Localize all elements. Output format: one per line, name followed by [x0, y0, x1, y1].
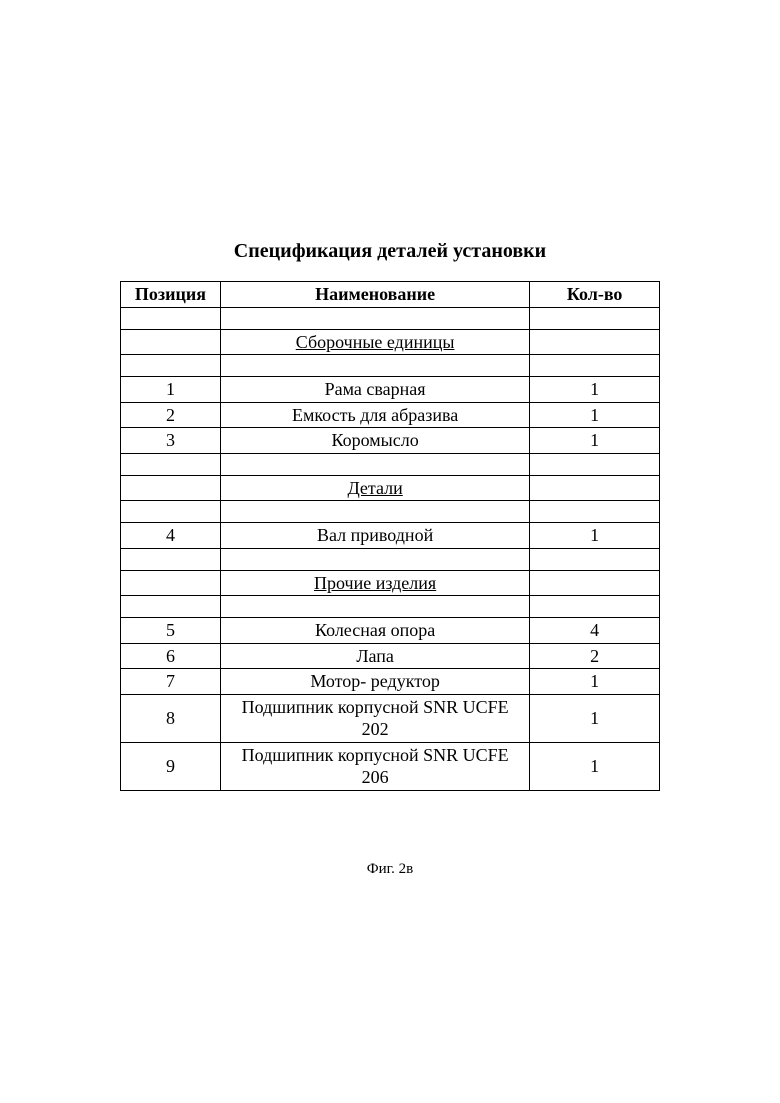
- table-row: [121, 307, 660, 329]
- quantity-cell: 1: [530, 402, 660, 428]
- empty-cell: [121, 548, 221, 570]
- empty-cell: [530, 501, 660, 523]
- empty-cell: [121, 355, 221, 377]
- quantity-cell: 1: [530, 428, 660, 454]
- empty-cell: [121, 307, 221, 329]
- header-quantity: Кол-во: [530, 282, 660, 308]
- section-label: Детали: [347, 478, 402, 498]
- empty-cell: [530, 570, 660, 596]
- empty-cell: [530, 453, 660, 475]
- empty-cell: [220, 307, 529, 329]
- table-row: Детали: [121, 475, 660, 501]
- page-title: Спецификация деталей установки: [0, 240, 780, 263]
- empty-cell: [220, 501, 529, 523]
- position-cell: 8: [121, 694, 221, 742]
- position-cell: 4: [121, 523, 221, 549]
- name-cell: Лапа: [220, 643, 529, 669]
- table-row: 1Рама сварная1: [121, 377, 660, 403]
- table-row: [121, 548, 660, 570]
- name-cell: Коромысло: [220, 428, 529, 454]
- empty-cell: [220, 548, 529, 570]
- position-cell: 7: [121, 669, 221, 695]
- empty-cell: [530, 329, 660, 355]
- empty-cell: [121, 501, 221, 523]
- table-row: Сборочные единицы: [121, 329, 660, 355]
- table-header-row: Позиция Наименование Кол-во: [121, 282, 660, 308]
- table-row: 4Вал приводной1: [121, 523, 660, 549]
- header-position: Позиция: [121, 282, 221, 308]
- table-row: Прочие изделия: [121, 570, 660, 596]
- position-cell: 9: [121, 742, 221, 790]
- table-row: 8Подшипник корпусной SNR UCFE 2021: [121, 694, 660, 742]
- empty-cell: [220, 355, 529, 377]
- table-row: 3Коромысло1: [121, 428, 660, 454]
- quantity-cell: 4: [530, 618, 660, 644]
- table-row: 7Мотор- редуктор1: [121, 669, 660, 695]
- empty-cell: [530, 355, 660, 377]
- position-cell: 6: [121, 643, 221, 669]
- table-row: [121, 501, 660, 523]
- quantity-cell: 1: [530, 669, 660, 695]
- figure-caption: Фиг. 2в: [0, 861, 780, 878]
- table-row: 5Колесная опора4: [121, 618, 660, 644]
- empty-cell: [220, 596, 529, 618]
- table-body: Сборочные единицы1Рама сварная12Емкость …: [121, 307, 660, 790]
- position-cell: 5: [121, 618, 221, 644]
- table-row: 9Подшипник корпусной SNR UCFE 2061: [121, 742, 660, 790]
- position-cell: 3: [121, 428, 221, 454]
- table-row: 6Лапа2: [121, 643, 660, 669]
- quantity-cell: 1: [530, 694, 660, 742]
- empty-cell: [121, 596, 221, 618]
- quantity-cell: 1: [530, 742, 660, 790]
- table-row: [121, 355, 660, 377]
- table-row: [121, 596, 660, 618]
- section-cell: Прочие изделия: [220, 570, 529, 596]
- specification-table: Позиция Наименование Кол-во Сборочные ед…: [120, 281, 660, 791]
- section-label: Прочие изделия: [314, 573, 436, 593]
- name-cell: Подшипник корпусной SNR UCFE 202: [220, 694, 529, 742]
- empty-cell: [530, 596, 660, 618]
- quantity-cell: 1: [530, 523, 660, 549]
- name-cell: Емкость для абразива: [220, 402, 529, 428]
- section-label: Сборочные единицы: [296, 332, 455, 352]
- empty-cell: [121, 475, 221, 501]
- section-cell: Сборочные единицы: [220, 329, 529, 355]
- section-cell: Детали: [220, 475, 529, 501]
- name-cell: Рама сварная: [220, 377, 529, 403]
- position-cell: 2: [121, 402, 221, 428]
- empty-cell: [530, 307, 660, 329]
- position-cell: 1: [121, 377, 221, 403]
- empty-cell: [530, 548, 660, 570]
- empty-cell: [121, 329, 221, 355]
- empty-cell: [220, 453, 529, 475]
- empty-cell: [121, 570, 221, 596]
- name-cell: Подшипник корпусной SNR UCFE 206: [220, 742, 529, 790]
- table-row: 2Емкость для абразива1: [121, 402, 660, 428]
- name-cell: Колесная опора: [220, 618, 529, 644]
- empty-cell: [530, 475, 660, 501]
- name-cell: Мотор- редуктор: [220, 669, 529, 695]
- empty-cell: [121, 453, 221, 475]
- quantity-cell: 2: [530, 643, 660, 669]
- name-cell: Вал приводной: [220, 523, 529, 549]
- header-name: Наименование: [220, 282, 529, 308]
- quantity-cell: 1: [530, 377, 660, 403]
- table-row: [121, 453, 660, 475]
